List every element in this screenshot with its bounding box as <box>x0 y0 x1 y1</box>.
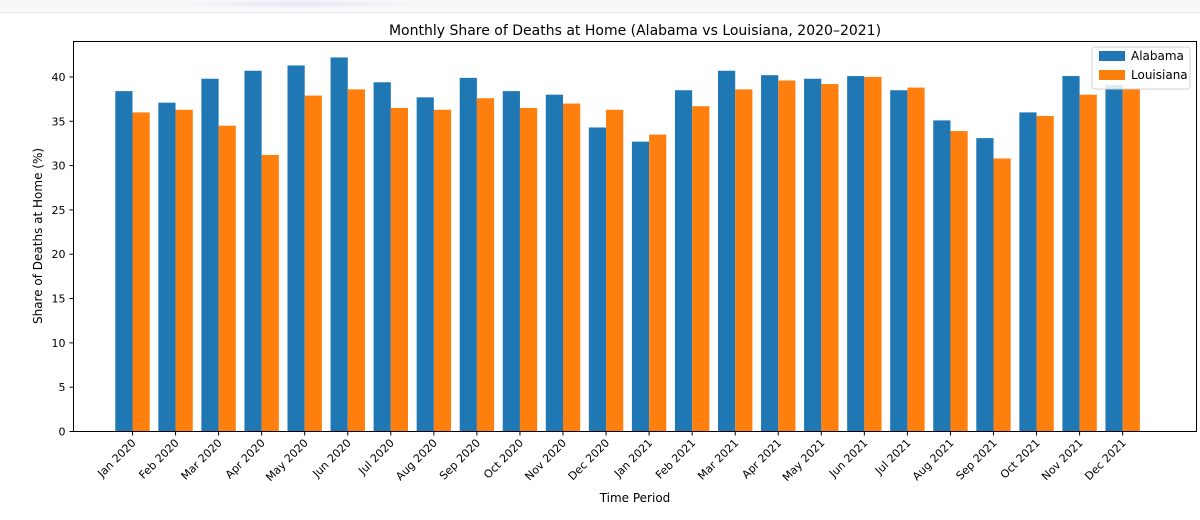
bar-louisiana-oct-2021 <box>1036 115 1054 432</box>
bar-louisiana-jun-2020 <box>347 89 365 432</box>
bar-louisiana-aug-2021 <box>950 131 968 432</box>
bar-alabama-feb-2020 <box>158 102 176 432</box>
bar-alabama-aug-2020 <box>416 97 434 432</box>
x-tick-label-oct-2020: Oct 2020 <box>481 436 526 481</box>
x-tick-label-feb-2020: Feb 2020 <box>136 436 181 481</box>
x-tick-label-nov-2020: Nov 2020 <box>522 436 569 483</box>
x-tick-label-aug-2021: Aug 2021 <box>910 436 957 483</box>
bar-louisiana-oct-2020 <box>519 107 538 432</box>
bar-louisiana-apr-2020 <box>261 154 279 432</box>
legend-label-alabama: Alabama <box>1131 49 1184 63</box>
x-tick-label-dec-2020: Dec 2020 <box>566 436 613 483</box>
y-tick-label-10: 10 <box>52 337 66 350</box>
window-top-divider <box>0 12 1200 13</box>
y-tick-label-5: 5 <box>59 381 66 394</box>
legend-swatch-louisiana <box>1099 70 1125 80</box>
x-tick-label-sep-2020: Sep 2020 <box>437 436 483 482</box>
window-top-highlight <box>185 0 415 8</box>
bar-alabama-jun-2020 <box>330 57 348 432</box>
bar-louisiana-jan-2021 <box>649 134 667 432</box>
bar-louisiana-jun-2021 <box>864 76 882 432</box>
legend-swatch-alabama <box>1099 51 1125 61</box>
bar-alabama-jul-2020 <box>373 82 391 432</box>
legend-label-louisiana: Louisiana <box>1131 68 1188 82</box>
bar-louisiana-sep-2021 <box>993 158 1011 432</box>
bar-alabama-apr-2021 <box>761 75 779 432</box>
x-tick-label-feb-2021: Feb 2021 <box>653 436 698 481</box>
bar-alabama-dec-2021 <box>1105 84 1123 432</box>
bar-louisiana-apr-2021 <box>778 80 796 432</box>
x-tick-label-jun-2020: Jun 2020 <box>310 436 354 480</box>
x-tick-label-jan-2021: Jan 2021 <box>611 436 655 480</box>
bar-louisiana-feb-2020 <box>175 109 193 432</box>
legend: Alabama Louisiana <box>1091 46 1191 90</box>
bar-alabama-may-2021 <box>804 78 822 432</box>
bar-louisiana-nov-2021 <box>1079 94 1097 432</box>
bar-alabama-feb-2021 <box>674 90 693 432</box>
x-axis-label: Time Period <box>599 491 671 505</box>
bar-louisiana-dec-2020 <box>606 109 624 432</box>
x-tick-label-mar-2021: Mar 2021 <box>695 436 741 482</box>
bar-alabama-oct-2020 <box>502 91 520 432</box>
bar-louisiana-nov-2020 <box>563 103 581 432</box>
bar-alabama-aug-2021 <box>933 120 951 432</box>
bar-alabama-oct-2021 <box>1019 112 1037 432</box>
bar-louisiana-sep-2020 <box>476 98 495 432</box>
x-tick-label-apr-2020: Apr 2020 <box>223 436 268 481</box>
bar-alabama-dec-2020 <box>588 127 607 432</box>
bar-alabama-apr-2020 <box>244 70 262 432</box>
bar-alabama-jul-2021 <box>890 90 908 432</box>
x-tick-label-apr-2021: Apr 2021 <box>739 436 784 481</box>
bar-alabama-mar-2021 <box>718 70 736 432</box>
bar-louisiana-mar-2021 <box>735 89 753 432</box>
y-tick-label-20: 20 <box>52 248 66 261</box>
bar-alabama-nov-2020 <box>545 94 563 432</box>
bar-alabama-may-2020 <box>287 65 305 432</box>
x-tick-label-may-2020: May 2020 <box>263 436 311 484</box>
x-tick-label-oct-2021: Oct 2021 <box>998 436 1043 481</box>
x-tick-label-nov-2021: Nov 2021 <box>1039 436 1086 483</box>
bar-alabama-nov-2021 <box>1062 76 1080 432</box>
x-tick-label-jan-2020: Jan 2020 <box>94 436 138 480</box>
y-tick-label-15: 15 <box>52 293 66 306</box>
chart-title: Monthly Share of Deaths at Home (Alabama… <box>389 23 881 39</box>
x-tick-label-jul-2020: Jul 2020 <box>355 436 397 478</box>
bar-alabama-mar-2020 <box>201 78 219 432</box>
bar-louisiana-mar-2020 <box>218 125 236 432</box>
x-tick-label-jul-2021: Jul 2021 <box>872 436 914 478</box>
bar-alabama-jun-2021 <box>847 76 865 432</box>
x-tick-label-mar-2020: Mar 2020 <box>179 436 225 482</box>
bar-louisiana-jan-2020 <box>132 112 150 432</box>
bar-louisiana-may-2020 <box>304 95 322 432</box>
bar-alabama-sep-2020 <box>459 77 477 432</box>
bar-louisiana-jul-2021 <box>907 87 925 432</box>
y-axis: 0 5 10 15 20 25 30 35 40 <box>52 71 74 439</box>
bar-louisiana-jul-2020 <box>390 107 408 432</box>
y-tick-label-40: 40 <box>52 71 66 84</box>
bar-louisiana-may-2021 <box>821 84 839 432</box>
x-tick-label-dec-2021: Dec 2021 <box>1082 436 1129 483</box>
y-axis-label: Share of Deaths at Home (%) <box>31 148 45 324</box>
bar-alabama-sep-2021 <box>976 138 994 432</box>
y-tick-label-35: 35 <box>52 115 66 128</box>
bar-louisiana-dec-2021 <box>1122 89 1140 432</box>
y-tick-label-25: 25 <box>52 204 66 217</box>
x-tick-label-jun-2021: Jun 2021 <box>826 436 870 480</box>
plot-frame <box>73 41 1197 432</box>
y-tick-label-0: 0 <box>59 426 66 439</box>
bar-alabama-jan-2020 <box>115 91 133 432</box>
y-tick-label-30: 30 <box>52 160 66 173</box>
bar-louisiana-aug-2020 <box>433 109 452 432</box>
bars-group <box>115 57 1140 432</box>
x-tick-label-sep-2021: Sep 2021 <box>953 436 999 482</box>
x-tick-label-may-2021: May 2021 <box>780 436 828 484</box>
bar-louisiana-feb-2021 <box>692 106 710 432</box>
x-tick-label-aug-2020: Aug 2020 <box>393 436 440 483</box>
bar-alabama-jan-2021 <box>631 141 650 432</box>
